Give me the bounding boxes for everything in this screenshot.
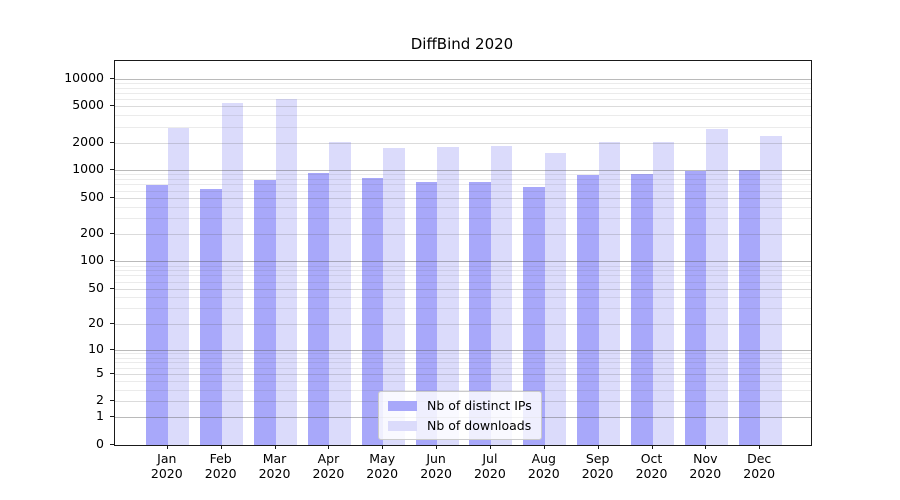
- bar-distinct-ips-apr-2020: [307, 173, 330, 445]
- bar-downloads-jun-2020: [437, 147, 459, 445]
- legend-label-downloads: Nb of downloads: [427, 418, 532, 433]
- bar-distinct-ips-feb-2020: [200, 189, 222, 445]
- y-tick-label-2000: 2000: [72, 133, 104, 149]
- bar-downloads-oct-2020: [652, 141, 674, 445]
- y-tick-0: [110, 444, 114, 445]
- y-tick-200: [110, 233, 114, 234]
- y-tick-label-10000: 10000: [64, 69, 104, 85]
- bar-downloads-may-2020: [383, 147, 405, 445]
- x-tick-label-jun-2020: Jun 2020: [420, 451, 452, 481]
- y-tick-label-5000: 5000: [72, 97, 104, 113]
- bar-distinct-ips-may-2020: [361, 177, 384, 445]
- y-tick-2: [110, 400, 114, 402]
- bar-distinct-ips-jul-2020: [469, 181, 491, 445]
- x-tick-label-feb-2020: Feb 2020: [204, 451, 237, 481]
- bar-downloads-aug-2020: [544, 153, 567, 445]
- x-tick-label-nov-2020: Nov 2020: [689, 451, 722, 481]
- bar-downloads-apr-2020: [329, 141, 351, 445]
- x-tick-nov-2020: [705, 445, 707, 449]
- x-tick-label-oct-2020: Oct 2020: [635, 451, 668, 481]
- y-tick-100: [110, 260, 114, 262]
- bar-downloads-dec-2020: [760, 135, 782, 445]
- bar-distinct-ips-jan-2020: [146, 184, 168, 445]
- chart-title: DiffBind 2020: [410, 35, 514, 53]
- y-tick-50: [110, 287, 114, 289]
- legend-item-downloads: Nb of downloads: [388, 418, 532, 433]
- y-tick-10: [110, 348, 114, 350]
- x-tick-jul-2020: [489, 445, 491, 449]
- y-tick-label-200: 200: [80, 225, 104, 240]
- x-tick-feb-2020: [220, 445, 222, 449]
- legend-swatch-distinct-ips: [388, 400, 417, 411]
- bar-distinct-ips-nov-2020: [684, 170, 707, 445]
- x-tick-label-jan-2020: Jan 2020: [150, 451, 183, 481]
- x-tick-apr-2020: [328, 445, 330, 449]
- bar-distinct-ips-sep-2020: [577, 175, 599, 445]
- y-tick-label-5: 5: [96, 364, 104, 380]
- x-tick-label-mar-2020: Mar 2020: [258, 451, 291, 481]
- x-tick-jun-2020: [436, 445, 438, 449]
- y-tick-label-500: 500: [80, 188, 104, 204]
- y-tick-label-1000: 1000: [72, 161, 104, 177]
- y-tick-500: [110, 196, 114, 198]
- y-tick-20: [110, 322, 114, 324]
- bar-distinct-ips-aug-2020: [523, 187, 545, 445]
- bar-distinct-ips-dec-2020: [738, 170, 761, 445]
- legend-label-distinct-ips: Nb of distinct IPs: [427, 398, 532, 413]
- x-tick-aug-2020: [543, 445, 545, 449]
- bar-downloads-mar-2020: [275, 98, 297, 445]
- bar-downloads-nov-2020: [706, 129, 728, 445]
- x-tick-oct-2020: [651, 445, 653, 449]
- legend: Nb of distinct IPs Nb of downloads: [378, 391, 542, 440]
- x-tick-label-sep-2020: Sep 2020: [581, 451, 614, 481]
- y-tick-1: [110, 416, 114, 418]
- y-tick-label-100: 100: [80, 252, 104, 268]
- y-tick-1000: [110, 169, 114, 171]
- x-tick-sep-2020: [597, 445, 599, 449]
- x-tick-may-2020: [382, 445, 384, 449]
- bar-distinct-ips-mar-2020: [254, 180, 276, 445]
- y-tick-2000: [110, 141, 114, 143]
- x-tick-jan-2020: [166, 445, 168, 449]
- y-tick-5000: [110, 105, 114, 107]
- plot-area: [114, 60, 812, 446]
- x-tick-dec-2020: [759, 445, 761, 449]
- bar-downloads-sep-2020: [598, 141, 621, 445]
- y-tick-label-0: 0: [96, 436, 104, 451]
- legend-swatch-downloads: [388, 420, 417, 431]
- y-tick-label-2: 2: [96, 392, 104, 408]
- bars-layer: [115, 61, 811, 445]
- y-tick-label-20: 20: [88, 314, 104, 330]
- bar-distinct-ips-oct-2020: [631, 173, 653, 445]
- y-tick-label-10: 10: [88, 340, 104, 356]
- bar-downloads-jul-2020: [490, 146, 513, 445]
- bar-distinct-ips-jun-2020: [415, 181, 438, 445]
- y-tick-5: [110, 372, 114, 374]
- x-tick-label-may-2020: May 2020: [366, 451, 399, 481]
- legend-item-distinct-ips: Nb of distinct IPs: [388, 398, 532, 413]
- x-tick-label-dec-2020: Dec 2020: [743, 451, 776, 481]
- x-tick-mar-2020: [274, 445, 276, 449]
- y-tick-label-50: 50: [88, 279, 104, 295]
- x-tick-label-apr-2020: Apr 2020: [312, 451, 345, 481]
- x-tick-label-jul-2020: Jul 2020: [473, 451, 506, 481]
- bar-downloads-jan-2020: [167, 128, 190, 445]
- bar-downloads-feb-2020: [221, 102, 244, 445]
- x-tick-label-aug-2020: Aug 2020: [527, 451, 560, 481]
- y-tick-label-1: 1: [96, 408, 104, 424]
- y-tick-10000: [110, 77, 114, 79]
